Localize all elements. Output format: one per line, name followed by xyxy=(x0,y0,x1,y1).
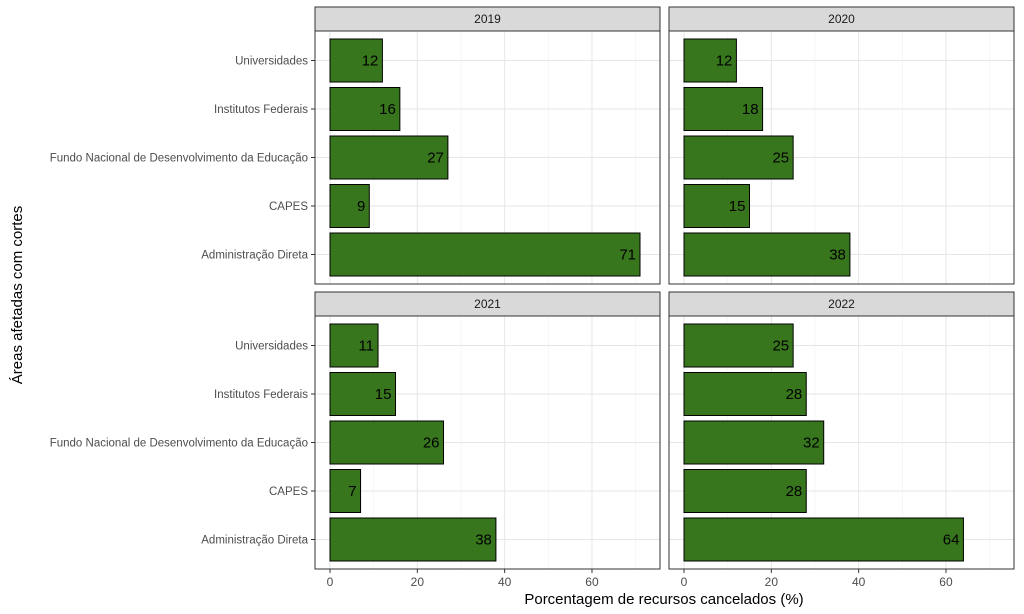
bar xyxy=(683,323,794,368)
facet-panel-2022: 2022 25 28 32 28 64 0 20 40 60 xyxy=(668,291,1015,589)
bar-value-label: 16 xyxy=(379,101,396,118)
facet-panel-2020: 2020 12 18 25 15 38 xyxy=(668,6,1015,285)
bar xyxy=(329,420,445,465)
panel-border xyxy=(668,315,1015,570)
category-label: Fundo Nacional de Desenvolvimento da Edu… xyxy=(50,438,308,450)
x-tick-label: 20 xyxy=(411,575,425,589)
category-label: Institutos Federais xyxy=(214,389,308,401)
facet-panel-2021: 2021 11 15 26 7 38 Universidades Institutos Fed… xyxy=(50,291,661,589)
x-tick-label: 40 xyxy=(852,575,866,589)
category-label: Administração Direta xyxy=(201,535,308,547)
bar xyxy=(683,232,851,277)
bar xyxy=(329,38,383,83)
bar-value-label: 38 xyxy=(475,532,492,549)
x-tick-label: 0 xyxy=(681,575,688,589)
bar xyxy=(329,232,641,277)
bar-value-label: 15 xyxy=(375,386,392,403)
category-label: Institutos Federais xyxy=(214,104,308,116)
bar-value-label: 64 xyxy=(943,532,960,549)
facet-strip-label: 2019 xyxy=(474,12,501,26)
category-label: Administração Direta xyxy=(201,250,308,262)
x-tick-label: 60 xyxy=(585,575,599,589)
bar xyxy=(683,420,825,465)
bar xyxy=(329,184,370,228)
bar xyxy=(683,469,807,513)
bar-value-label: 27 xyxy=(427,150,444,167)
facet-strip-label: 2020 xyxy=(828,12,855,26)
x-tick-label: 60 xyxy=(939,575,953,589)
bar xyxy=(683,184,750,228)
category-label: CAPES xyxy=(269,486,308,498)
bar xyxy=(329,469,362,513)
bar-value-label: 26 xyxy=(423,435,440,452)
bar-value-label: 7 xyxy=(348,483,356,500)
bar-value-label: 25 xyxy=(772,150,789,167)
facet-strip-background xyxy=(668,6,1015,32)
facet-strip-background xyxy=(668,291,1015,317)
x-tick-label: 0 xyxy=(327,575,334,589)
facet-panel-2019: 2019 12 16 27 9 71 Universidades Institutos Fed… xyxy=(50,6,661,285)
facet-strip-background xyxy=(314,6,661,32)
bar-value-label: 28 xyxy=(786,483,803,500)
panel-border xyxy=(668,30,1015,285)
bar-value-label: 71 xyxy=(619,247,636,264)
category-label: Universidades xyxy=(235,56,308,68)
category-label: Fundo Nacional de Desenvolvimento da Edu… xyxy=(50,153,308,165)
bar-value-label: 18 xyxy=(742,101,759,118)
bar xyxy=(683,372,807,416)
bar xyxy=(683,87,764,131)
bar xyxy=(683,517,964,562)
bar-value-label: 11 xyxy=(358,338,374,355)
category-label: CAPES xyxy=(269,201,308,213)
bar xyxy=(683,38,737,83)
bar xyxy=(329,372,396,416)
bar-value-label: 15 xyxy=(729,198,746,215)
bar xyxy=(329,323,379,368)
bar-value-label: 12 xyxy=(716,53,733,70)
bar xyxy=(329,135,449,180)
x-tick-label: 40 xyxy=(498,575,512,589)
bar-value-label: 28 xyxy=(786,386,803,403)
bar-value-label: 12 xyxy=(362,53,379,70)
y-axis-title: Áreas afetadas com cortes xyxy=(9,206,26,384)
facet-strip-background xyxy=(314,291,661,317)
bar-value-label: 25 xyxy=(772,338,789,355)
facet-strip-label: 2021 xyxy=(474,297,501,311)
x-tick-label: 20 xyxy=(765,575,779,589)
bar-value-label: 9 xyxy=(357,198,365,215)
bar xyxy=(329,87,401,131)
bar-value-label: 32 xyxy=(803,435,820,452)
bar-value-label: 38 xyxy=(829,247,846,264)
bar xyxy=(683,135,794,180)
x-axis-title: Porcentagem de recursos cancelados (%) xyxy=(524,591,803,608)
bar xyxy=(329,517,497,562)
category-label: Universidades xyxy=(235,341,308,353)
facet-strip-label: 2022 xyxy=(828,297,855,311)
